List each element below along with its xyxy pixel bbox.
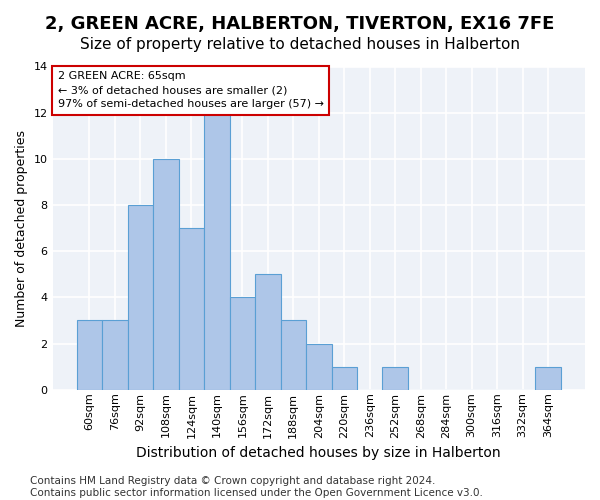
Bar: [179, 228, 204, 390]
Bar: [77, 320, 102, 390]
Bar: [332, 366, 357, 390]
Text: Contains HM Land Registry data © Crown copyright and database right 2024.
Contai: Contains HM Land Registry data © Crown c…: [30, 476, 483, 498]
Bar: [102, 320, 128, 390]
Bar: [230, 298, 255, 390]
Text: 2, GREEN ACRE, HALBERTON, TIVERTON, EX16 7FE: 2, GREEN ACRE, HALBERTON, TIVERTON, EX16…: [46, 15, 554, 33]
X-axis label: Distribution of detached houses by size in Halberton: Distribution of detached houses by size …: [136, 446, 501, 460]
Bar: [153, 159, 179, 390]
Bar: [204, 112, 230, 390]
Bar: [306, 344, 332, 390]
Bar: [255, 274, 281, 390]
Bar: [535, 366, 561, 390]
Bar: [382, 366, 408, 390]
Bar: [281, 320, 306, 390]
Y-axis label: Number of detached properties: Number of detached properties: [15, 130, 28, 326]
Text: 2 GREEN ACRE: 65sqm
← 3% of detached houses are smaller (2)
97% of semi-detached: 2 GREEN ACRE: 65sqm ← 3% of detached hou…: [58, 72, 324, 110]
Bar: [128, 205, 153, 390]
Text: Size of property relative to detached houses in Halberton: Size of property relative to detached ho…: [80, 38, 520, 52]
